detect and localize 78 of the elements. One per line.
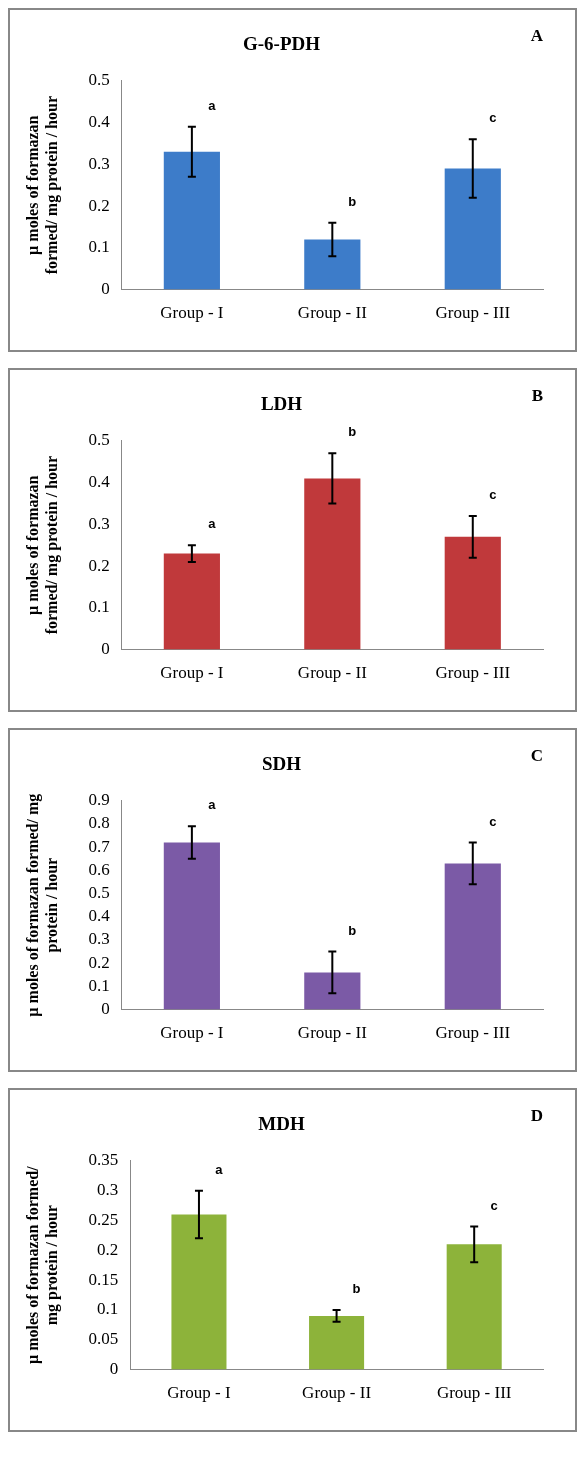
y-tick-label: 0.2 <box>96 1239 119 1259</box>
y-tick-label: 0.5 <box>88 70 110 90</box>
bar <box>171 1214 227 1370</box>
x-tick-label: Group - II <box>297 303 368 323</box>
y-tick-label: 0.5 <box>88 430 110 450</box>
x-tick-label: Group - III <box>435 1023 511 1043</box>
y-tick-label: 0.4 <box>88 906 111 926</box>
annotation: a <box>215 1161 224 1177</box>
x-tick-label: Group - I <box>160 663 224 683</box>
y-tick-label: 0.1 <box>88 237 110 257</box>
x-tick-label: Group - II <box>297 663 368 683</box>
bar <box>163 842 220 1010</box>
annotation: c <box>489 813 497 829</box>
bar <box>444 863 501 1010</box>
x-tick-label: Group - III <box>435 663 511 683</box>
text: b <box>348 424 357 440</box>
y-tick-label: 0.1 <box>88 975 110 995</box>
y-tick-label: 0.1 <box>88 597 110 617</box>
annotation: a <box>208 516 217 532</box>
annotation: b <box>348 922 357 938</box>
chart-title: SDH <box>261 753 302 775</box>
y-tick-label: 0.2 <box>88 952 110 972</box>
annotation: b <box>352 1281 361 1297</box>
bar <box>444 168 501 290</box>
chart-title: MDH <box>258 1113 305 1135</box>
y-tick-label: 0.05 <box>88 1329 119 1349</box>
annotation: b <box>348 193 357 209</box>
y-tick-label: 0.6 <box>88 859 110 879</box>
y-tick-label: 0 <box>101 279 110 299</box>
y-tick-label: 0 <box>109 1359 119 1379</box>
y-tick-label: 0.3 <box>88 513 110 533</box>
y-tick-label: 0.2 <box>88 195 110 215</box>
y-tick-label: 0.5 <box>88 883 110 903</box>
y-tick-label: 0.7 <box>88 836 111 856</box>
bar <box>304 972 361 1010</box>
x-tick-label: Group - II <box>302 1383 372 1403</box>
annotation: c <box>489 487 497 503</box>
text: D <box>530 1105 543 1125</box>
y-tick-label: 0.3 <box>96 1180 119 1200</box>
text: B <box>531 385 543 405</box>
bar <box>304 478 361 650</box>
y-axis-title: µ moles of formazan formed/ mg protein / hour <box>23 793 61 1017</box>
text: A <box>530 25 544 45</box>
y-tick-label: 0 <box>101 999 110 1019</box>
y-tick-label: 0.4 <box>88 112 111 132</box>
y-tick-label: 0.1 <box>96 1299 119 1319</box>
y-tick-label: 0.15 <box>88 1269 119 1289</box>
y-tick-label: 0.3 <box>88 929 110 949</box>
bar <box>309 1315 365 1370</box>
annotation: a <box>208 797 217 813</box>
x-tick-label: Group - I <box>160 303 224 323</box>
bar <box>444 536 501 650</box>
chart-title: G-6-PDH <box>242 33 321 55</box>
y-tick-label: 0.3 <box>88 153 110 173</box>
x-tick-label: Group - I <box>167 1383 231 1403</box>
y-tick-label: 0.25 <box>88 1209 119 1229</box>
annotation: c <box>490 1197 498 1213</box>
y-axis-title: µ moles of formazan formed/ mg protein / hour <box>23 456 61 635</box>
bar <box>163 151 220 290</box>
x-tick-label: Group - III <box>435 303 511 323</box>
text: C <box>530 745 543 765</box>
y-tick-label: 0 <box>101 639 110 659</box>
x-tick-label: Group - II <box>297 1023 368 1043</box>
chart-title: LDH <box>260 393 303 415</box>
y-tick-label: 0.35 <box>88 1150 119 1170</box>
bar <box>163 553 220 650</box>
y-tick-label: 0.8 <box>88 813 110 833</box>
y-axis-title: µ moles of formazan formed/ mg protein / hour <box>23 1165 61 1364</box>
annotation: a <box>208 97 217 113</box>
bar <box>304 239 361 290</box>
bar <box>446 1244 502 1370</box>
y-tick-label: 0.9 <box>88 790 110 810</box>
x-tick-label: Group - I <box>160 1023 224 1043</box>
annotation: c <box>489 110 497 126</box>
y-tick-label: 0.4 <box>88 472 111 492</box>
y-tick-label: 0.2 <box>88 555 110 575</box>
y-axis-title: µ moles of formazan formed/ mg protein / hour <box>23 96 61 275</box>
x-tick-label: Group - III <box>436 1383 512 1403</box>
